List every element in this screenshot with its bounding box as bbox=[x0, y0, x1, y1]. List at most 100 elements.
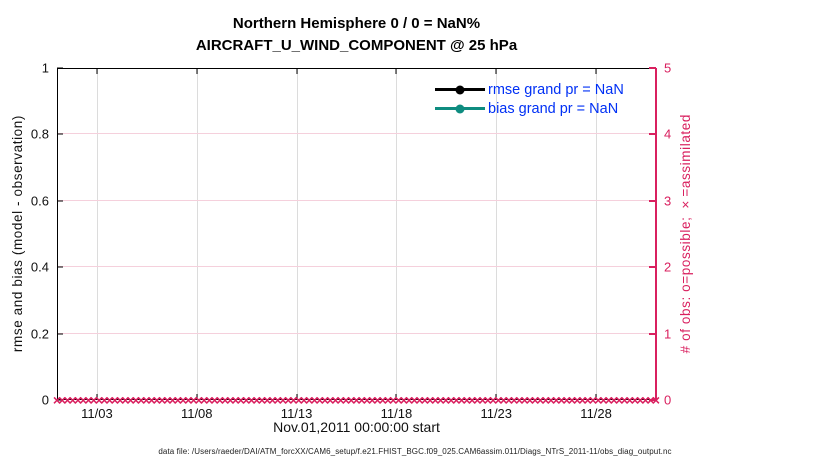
x-tick-label: 11/23 bbox=[480, 406, 513, 421]
data-file-caption: data file: /Users/raeder/DAI/ATM_forcXX/… bbox=[158, 447, 672, 456]
obs-marker: × bbox=[399, 392, 408, 408]
obs-marker: × bbox=[131, 392, 140, 408]
y-gridline bbox=[57, 332, 656, 334]
obs-marker: × bbox=[615, 392, 624, 408]
obs-marker: × bbox=[394, 392, 403, 408]
obs-marker: × bbox=[326, 392, 335, 408]
obs-marker: × bbox=[242, 392, 251, 408]
y-axis-left-title-text: rmse and bias (model - observation) bbox=[9, 115, 25, 353]
y-right-tick-label: 1 bbox=[664, 326, 672, 342]
obs-marker: × bbox=[520, 392, 529, 408]
obs-marker: × bbox=[578, 392, 587, 408]
x-tick-mark-top bbox=[595, 68, 597, 74]
y-axis-right-title: # of obs: o=possible; ×=assimilated bbox=[670, 68, 700, 400]
obs-marker: × bbox=[641, 392, 650, 408]
legend-item: rmse grand pr = NaN bbox=[435, 80, 624, 99]
x-tick-label: 11/13 bbox=[280, 406, 313, 421]
obs-marker: × bbox=[68, 392, 77, 408]
plot-area: rmse grand pr = NaN bias grand pr = NaN ×… bbox=[31, 61, 671, 422]
y-right-tick-mark bbox=[649, 67, 656, 69]
y-right-tick-label: 5 bbox=[664, 60, 672, 76]
obs-marker: × bbox=[588, 392, 598, 408]
x-tick-mark bbox=[495, 394, 497, 400]
x-tick-label: 11/28 bbox=[580, 406, 612, 421]
obs-marker: × bbox=[410, 392, 419, 408]
x-tick-mark bbox=[196, 394, 198, 400]
obs-marker: × bbox=[268, 392, 277, 408]
obs-marker: × bbox=[630, 392, 640, 408]
obs-marker: × bbox=[362, 392, 372, 408]
obs-marker: × bbox=[620, 392, 629, 408]
y-right-tick-mark bbox=[649, 266, 656, 269]
obs-marker: × bbox=[263, 392, 272, 408]
obs-marker: × bbox=[499, 392, 508, 408]
y-left-tick-mark bbox=[57, 399, 63, 401]
obs-marker: × bbox=[221, 392, 230, 408]
obs-marker: × bbox=[52, 392, 62, 408]
title-line-2: AIRCRAFT_U_WIND_COMPONENT @ 25 hPa bbox=[195, 37, 518, 54]
obs-marker: × bbox=[368, 392, 377, 408]
y-right-tick-mark bbox=[649, 332, 656, 335]
obs-marker: × bbox=[294, 392, 303, 408]
y-left-tick-mark bbox=[57, 67, 63, 69]
obs-marker: × bbox=[431, 392, 440, 408]
y-axis-right-title-text: # of obs: o=possible; ×=assimilated bbox=[677, 114, 693, 354]
obs-marker: × bbox=[273, 392, 282, 408]
legend-line-sample bbox=[435, 104, 485, 113]
obs-marker: × bbox=[625, 392, 634, 408]
x-axis-title: Nov.01,2011 00:00:00 start bbox=[273, 419, 440, 435]
y-right-tick-label: 3 bbox=[664, 193, 672, 209]
obs-marker: × bbox=[252, 392, 261, 408]
obs-marker: × bbox=[594, 392, 603, 408]
obs-marker: × bbox=[336, 392, 345, 408]
y-right-tick-mark bbox=[649, 133, 656, 136]
obs-marker: × bbox=[89, 392, 98, 408]
obs-marker: × bbox=[299, 392, 309, 408]
obs-marker: × bbox=[126, 392, 135, 408]
chart-title: Northern Hemisphere 0 / 0 = NaN% AIRCRAF… bbox=[57, 13, 656, 57]
obs-marker: × bbox=[136, 392, 146, 408]
legend: rmse grand pr = NaN bias grand pr = NaN bbox=[435, 80, 624, 118]
obs-marker: × bbox=[147, 392, 156, 408]
obs-marker: × bbox=[142, 392, 151, 408]
x-gridline bbox=[596, 68, 598, 400]
obs-marker: × bbox=[94, 392, 104, 408]
obs-marker: × bbox=[452, 392, 461, 408]
obs-marker: × bbox=[378, 392, 387, 408]
obs-marker: × bbox=[278, 392, 288, 408]
x-gridline bbox=[296, 68, 298, 400]
obs-marker: × bbox=[583, 392, 592, 408]
obs-marker: × bbox=[536, 392, 545, 408]
obs-marker: × bbox=[289, 392, 298, 408]
obs-marker: × bbox=[389, 392, 398, 408]
axis-x bbox=[57, 399, 656, 400]
obs-marker: × bbox=[347, 392, 356, 408]
obs-marker: × bbox=[84, 392, 93, 408]
obs-marker: × bbox=[152, 392, 161, 408]
obs-marker: × bbox=[504, 392, 513, 408]
axis-top bbox=[57, 68, 656, 69]
obs-marker: × bbox=[200, 392, 209, 408]
obs-marker: × bbox=[284, 392, 293, 408]
x-tick-label: 11/18 bbox=[380, 406, 413, 421]
obs-marker: × bbox=[489, 392, 498, 408]
obs-marker: × bbox=[446, 392, 456, 408]
obs-marker: × bbox=[510, 392, 519, 408]
obs-marker: × bbox=[310, 392, 319, 408]
legend-marker-dot bbox=[455, 104, 465, 113]
x-tick-mark-top bbox=[495, 68, 497, 74]
obs-marker: × bbox=[651, 392, 661, 408]
obs-marker: × bbox=[541, 392, 550, 408]
obs-marker: × bbox=[247, 392, 256, 408]
y-gridline bbox=[57, 199, 656, 201]
x-tick-mark bbox=[296, 394, 298, 400]
x-gridline bbox=[196, 68, 198, 400]
y-left-tick-mark bbox=[57, 200, 63, 202]
obs-marker: × bbox=[425, 392, 435, 408]
y-axis-left-title: rmse and bias (model - observation) bbox=[2, 68, 32, 400]
obs-marker: × bbox=[73, 392, 83, 408]
obs-marker: × bbox=[215, 392, 224, 408]
axis-y-right bbox=[655, 68, 657, 400]
obs-marker: × bbox=[473, 392, 482, 408]
obs-marker: × bbox=[546, 392, 555, 408]
